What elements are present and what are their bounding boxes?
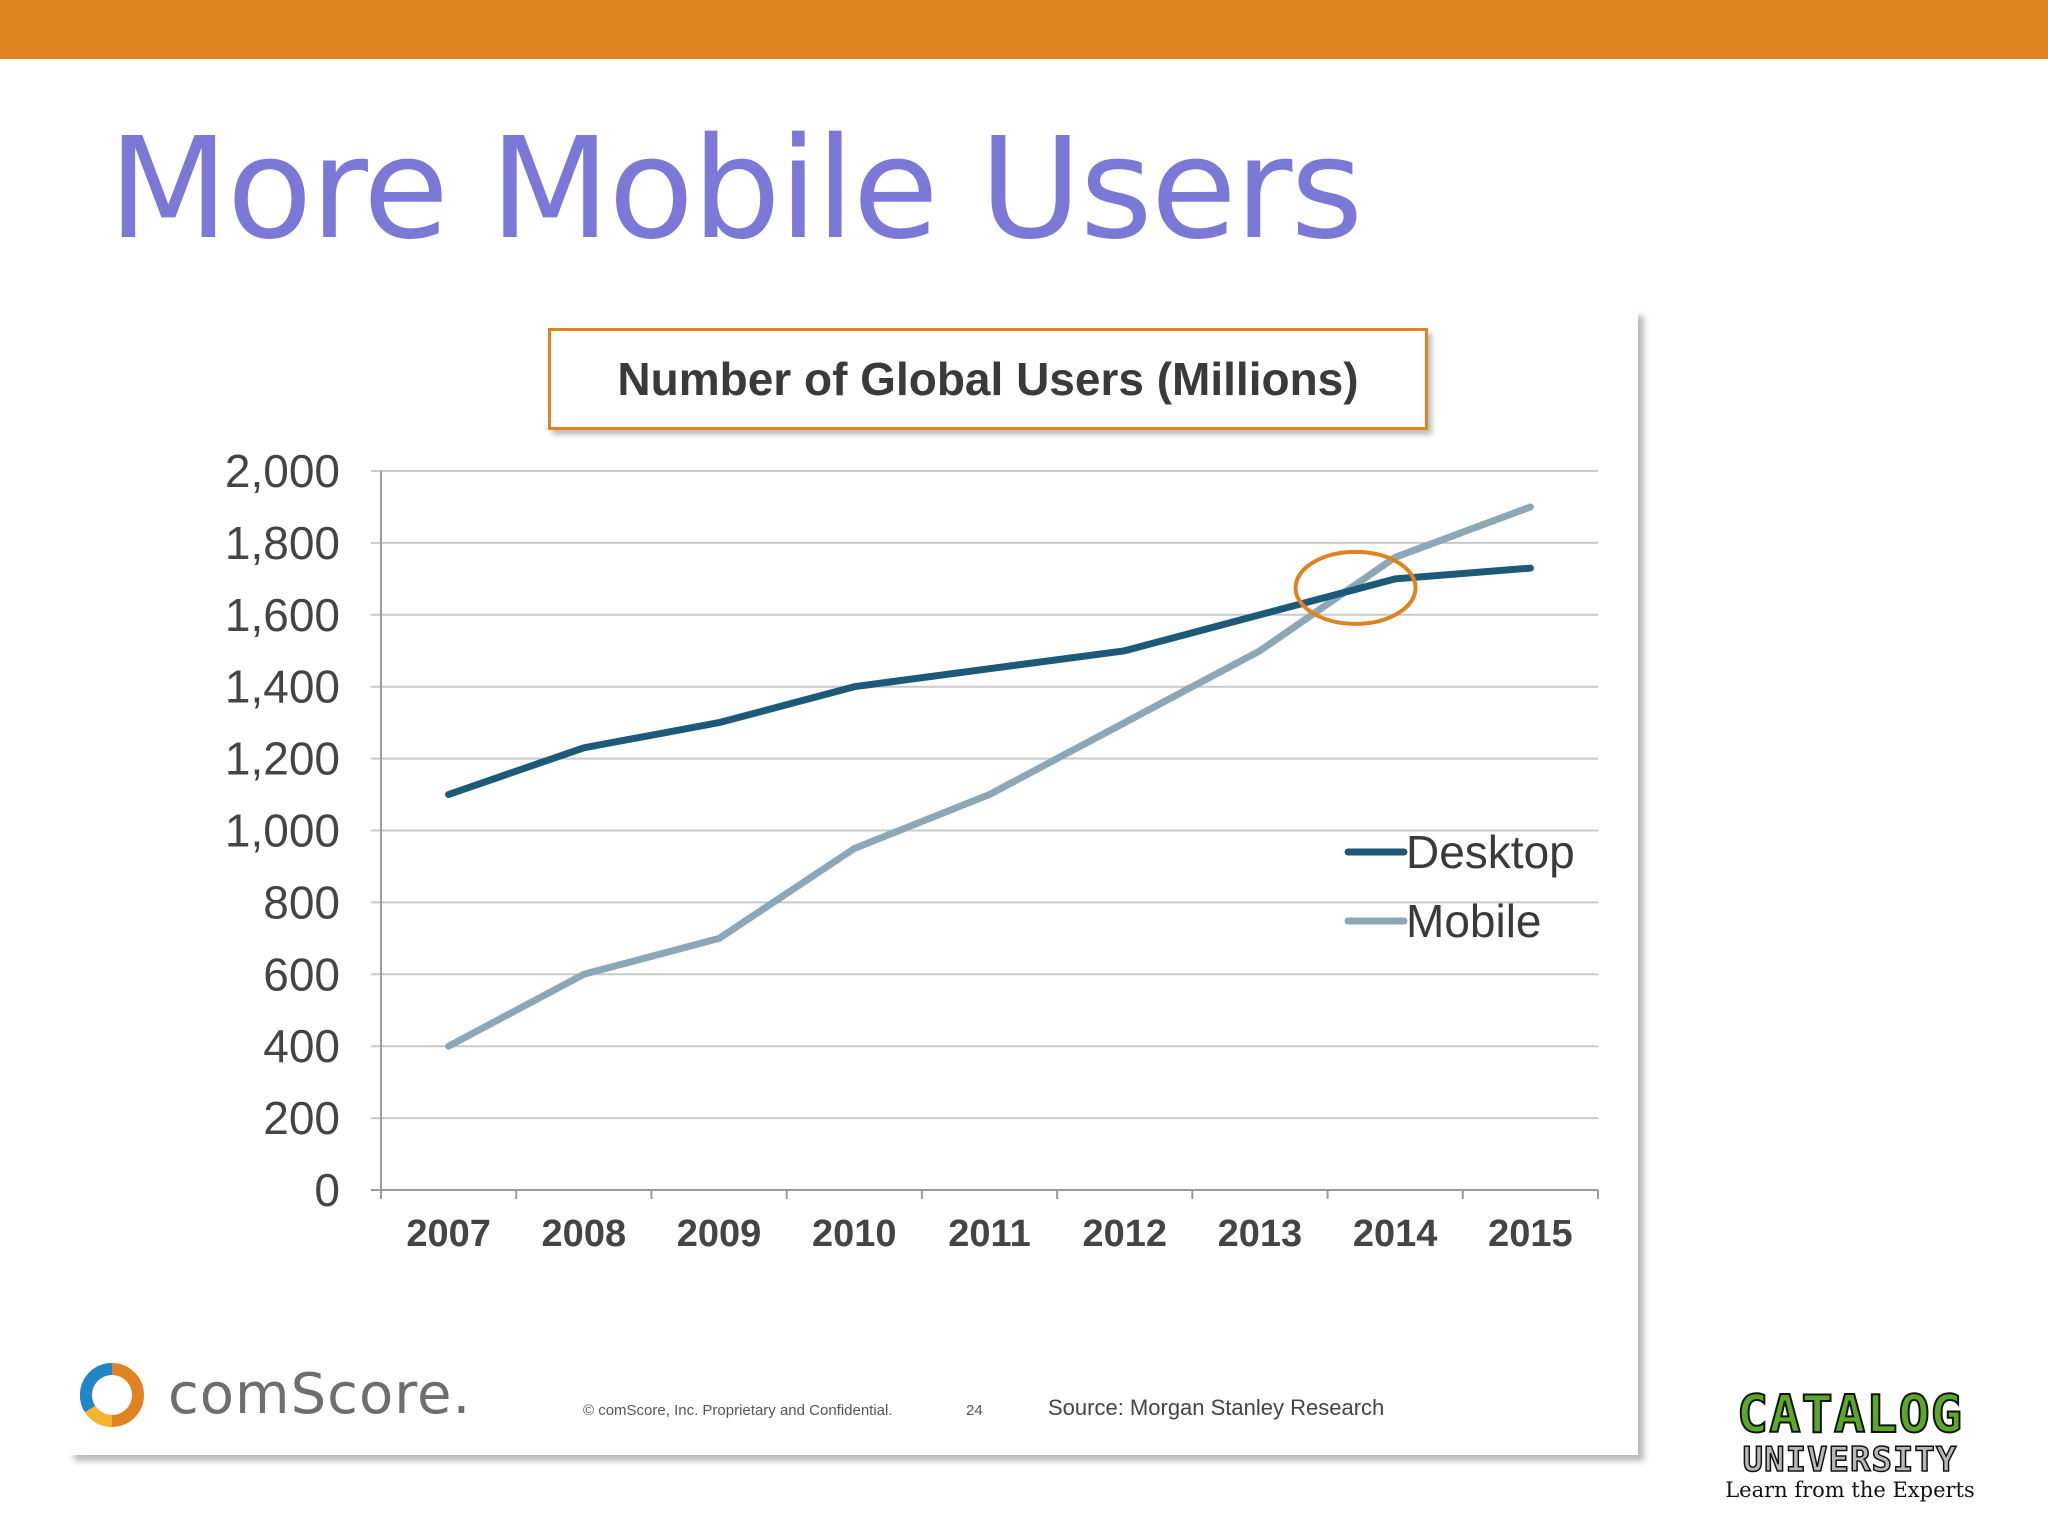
legend-label-desktop: Desktop bbox=[1406, 826, 1575, 878]
x-tick-label: 2015 bbox=[1488, 1213, 1573, 1255]
footer-page-number: 24 bbox=[966, 1402, 983, 1419]
y-tick-label: 200 bbox=[263, 1092, 340, 1144]
y-tick-label: 1,200 bbox=[225, 733, 340, 785]
y-tick-label: 400 bbox=[263, 1020, 340, 1072]
catalog-university-logo: CATALOG UNIVERSITY Learn from the Expert… bbox=[1720, 1388, 1980, 1502]
y-tick-label: 1,000 bbox=[225, 805, 340, 857]
comscore-logo: comScore. bbox=[80, 1362, 471, 1427]
y-tick-label: 2,000 bbox=[225, 445, 340, 497]
x-tick-label: 2012 bbox=[1082, 1213, 1167, 1255]
top-accent-bar bbox=[0, 0, 2048, 59]
y-tick-label: 600 bbox=[263, 948, 340, 1000]
comscore-mark-icon bbox=[80, 1363, 144, 1427]
y-tick-label: 1,600 bbox=[225, 589, 340, 641]
line-chart: 0 200 400 600 800 1,000 1,200 1,400 1,600 1,800 2,… bbox=[68, 310, 1638, 1455]
y-tick-label: 1,800 bbox=[225, 517, 340, 569]
chart-title: Number of Global Users (Millions) bbox=[548, 328, 1428, 430]
x-tick-label: 2014 bbox=[1353, 1213, 1438, 1255]
brand-tagline: Learn from the Experts bbox=[1720, 1478, 1980, 1502]
footer-source: Source: Morgan Stanley Research bbox=[1048, 1395, 1384, 1421]
legend-label-mobile: Mobile bbox=[1406, 895, 1542, 947]
x-tick-label: 2008 bbox=[542, 1213, 627, 1255]
series-line-desktop bbox=[449, 568, 1531, 794]
footer-copyright: © comScore, Inc. Proprietary and Confide… bbox=[583, 1402, 893, 1419]
x-tick-label: 2009 bbox=[677, 1213, 762, 1255]
brand-line1: CATALOG bbox=[1720, 1388, 1980, 1442]
y-tick-label: 1,400 bbox=[225, 661, 340, 713]
x-tick-label: 2011 bbox=[948, 1213, 1030, 1255]
x-tick-label: 2007 bbox=[406, 1213, 491, 1255]
x-tick-label: 2013 bbox=[1218, 1213, 1303, 1255]
y-tick-label: 800 bbox=[263, 876, 340, 928]
x-tick-label: 2010 bbox=[812, 1213, 897, 1255]
slide-title: More Mobile Users bbox=[108, 105, 1361, 275]
brand-line2: UNIVERSITY bbox=[1720, 1442, 1980, 1478]
comscore-wordmark: comScore. bbox=[168, 1362, 471, 1427]
chart-image: 0 200 400 600 800 1,000 1,200 1,400 1,600 1,800 2,… bbox=[68, 310, 1638, 1455]
y-tick-label: 0 bbox=[314, 1164, 340, 1216]
